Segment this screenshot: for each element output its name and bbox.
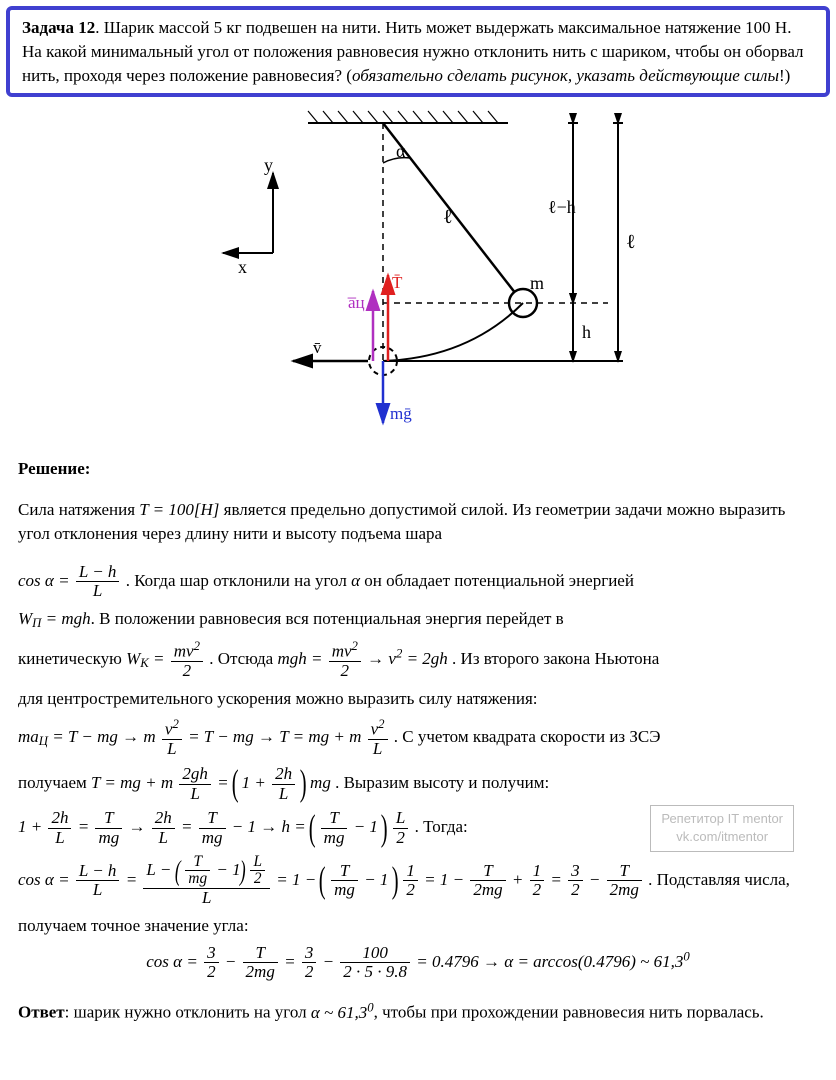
solution-text: Решение: Сила натяжения T = 100[H] являе… [0,457,836,1051]
p5a: . С учетом квадрата скорости из ЗСЭ [394,727,661,746]
p5b: получаем [18,773,91,792]
p3b: кинетическую [18,649,126,668]
problem-label: Задача 12 [22,18,95,37]
eq-cos-alpha-1: cos α = L − hL . Когда шар отклонили на … [18,563,818,601]
answer-line: Ответ: шарик нужно отклонить на угол α ~… [18,999,818,1024]
p3d: . Из второго закона Ньютона [452,649,659,668]
eq-WK: кинетическую WK = mv22 . Отсюда mgh = mv… [18,639,818,681]
label-l-full: ℓ [626,231,636,253]
problem-text-2: !) [779,66,790,85]
answer-tail: , чтобы при прохождении равновесия нить … [374,1003,764,1022]
label-T: T̄ [392,273,403,292]
label-v: v̄ [313,338,322,357]
p2a: . Когда шар отклонили на угол [126,571,351,590]
p2b: он обладает потенциальной энергией [364,571,634,590]
para-centr: для центростремительного ускорения можно… [18,687,818,711]
p2alpha: α [351,571,360,590]
para-1: Сила натяжения T = 100[H] является преде… [18,498,818,546]
label-m: m [530,273,544,293]
eq-T-expand: получаем T = mg + m 2ghL = ( 1 + 2hL ) m… [18,765,818,803]
problem-box: Задача 12. Шарик массой 5 кг подвешен на… [6,6,830,97]
eq-WP: WП = mgh. В положении равновесия вся пот… [18,607,818,633]
eq-cos-chain: cos α = L − hL = L − ( Tmg − 1) L2 L = 1… [18,854,818,908]
label-l-string: ℓ [443,206,453,228]
label-l-h: ℓ−h [548,197,576,217]
label-h: h [582,322,591,342]
eq-h-solve: 1 + 2hL = Tmg → 2hL = Tmg − 1 → h = ( Tm… [18,809,818,847]
problem-text-italic: обязательно сделать рисунок, указать дей… [352,66,779,85]
p7b: получаем точное значение угла: [18,914,818,938]
p3c: . Отсюда [209,649,277,668]
label-alpha: α [396,141,406,161]
solution-heading: Решение: [18,459,90,478]
eq-ma: maЦ = T − mg → m v2L = T − mg → T = mg +… [18,717,818,759]
p5c: . Выразим высоту и получим: [335,773,549,792]
eq-numeric: cos α = 32 − T2mg = 32 − 1002 · 5 · 9.8 … [18,944,818,982]
label-mg: mḡ [390,404,412,423]
label-x: x [238,257,247,277]
math-T100: T = 100[H] [139,500,219,519]
label-ac: a̅ц [347,293,365,312]
p3a: . В положении равновесия вся потенциальн… [91,609,564,628]
p7a: . Подставляя числа, [648,870,790,889]
answer-text: : шарик нужно отклонить на угол [65,1003,311,1022]
watermark-line1: Репетитор IT mentor [661,811,783,826]
watermark-line2: vk.com/itmentor [676,829,768,844]
label-y: y [264,155,273,175]
diagram-svg: α m y x ℓ ℓ−h ℓ h a̅ц [178,103,658,433]
answer-alpha: α ~ 61,3 [311,1003,367,1022]
p6a: . Тогда: [415,817,468,836]
watermark: Репетитор IT mentor vk.com/itmentor [650,805,794,851]
answer-label: Ответ [18,1003,65,1022]
p1a: Сила натяжения [18,500,139,519]
pendulum-diagram: α m y x ℓ ℓ−h ℓ h a̅ц [0,103,836,440]
